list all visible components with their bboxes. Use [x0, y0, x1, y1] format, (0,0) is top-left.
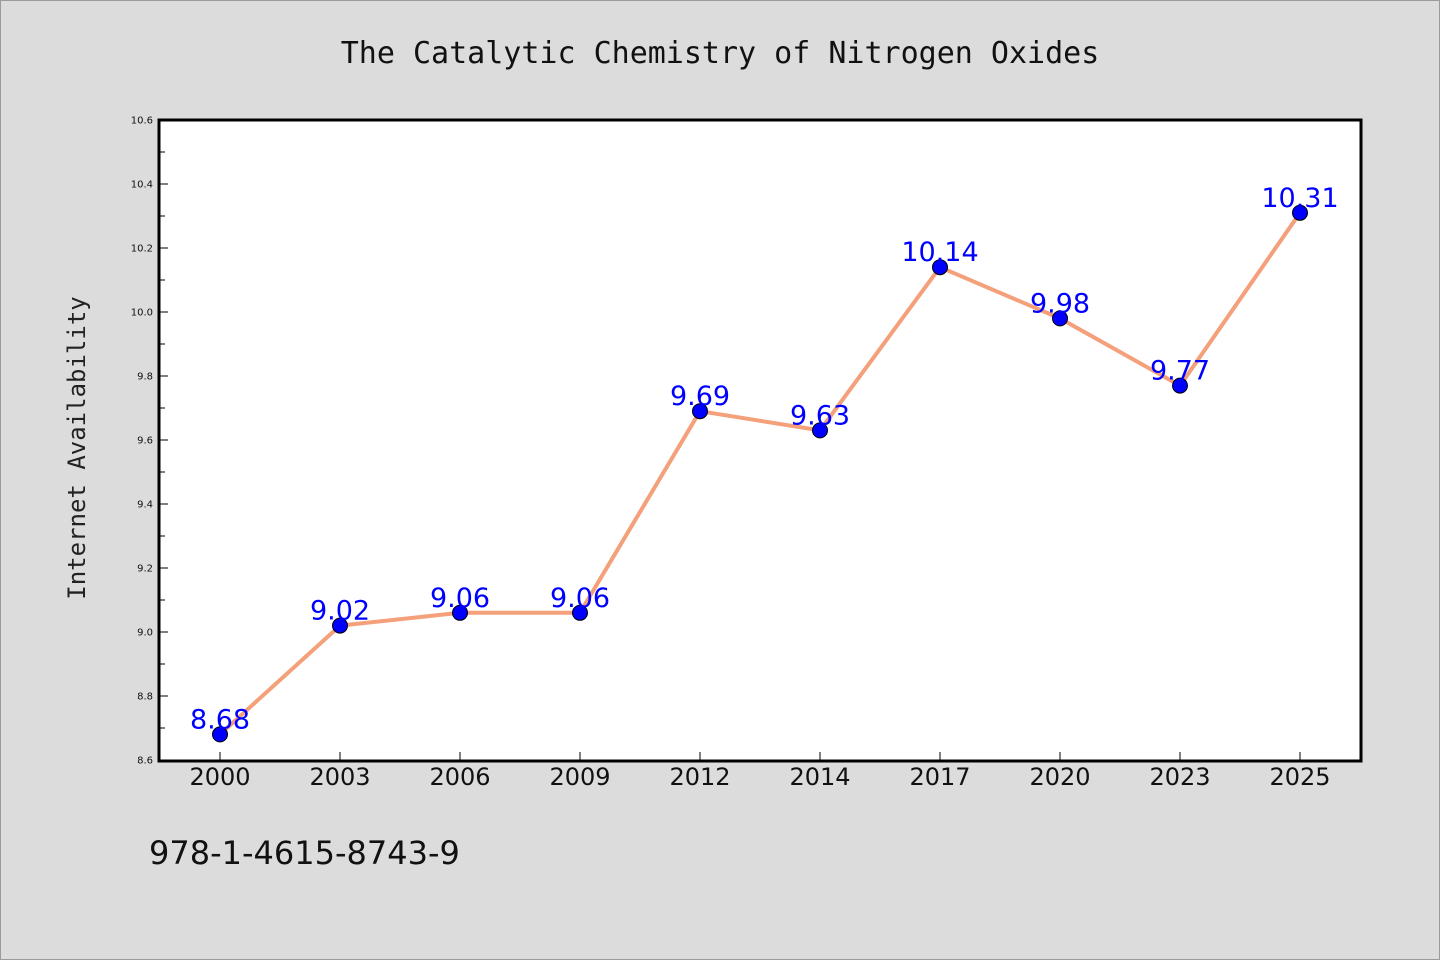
data-labels-layer: 8.68 9.02 9.06 9.06 9.69 9.63 10.14 9.98 9.77 10.… [190, 183, 1339, 736]
x-tick-label: 2025 [1269, 763, 1330, 791]
y-axis: 8.6 8.8 9.0 9.2 9.4 9.6 9.8 10.0 10.2 10.4 10.6 [131, 116, 168, 767]
data-point [332, 617, 348, 634]
y-tick-label: 9.2 [137, 564, 153, 575]
y-tick-label: 10.2 [131, 244, 153, 255]
y-tick-label: 9.0 [137, 628, 153, 639]
x-tick-label: 2009 [549, 763, 610, 791]
series-line [218, 210, 1302, 737]
x-tick-label: 2017 [909, 763, 970, 791]
chart-title: The Catalytic Chemistry of Nitrogen Oxid… [341, 36, 1100, 71]
x-tick-label: 2003 [309, 763, 370, 791]
y-axis-label: Internet Availability [63, 296, 91, 599]
y-tick-label: 8.8 [137, 692, 153, 703]
y-tick-label: 9.8 [137, 372, 153, 383]
plot-area [157, 118, 1363, 763]
isbn-text: 978-1-4615-8743-9 [149, 834, 460, 872]
data-label: 9.77 [1150, 356, 1210, 387]
data-label: 10.14 [901, 237, 978, 268]
series-layer [212, 204, 1308, 743]
data-point [1292, 204, 1308, 221]
data-point [572, 604, 588, 621]
x-tick-label: 2023 [1149, 763, 1210, 791]
y-tick-label: 10.0 [131, 308, 153, 319]
y-tick-label: 10.6 [131, 116, 153, 127]
data-label: 9.02 [310, 596, 370, 627]
data-point [692, 403, 708, 420]
data-label: 8.68 [190, 704, 250, 735]
data-point [1052, 310, 1068, 327]
data-label: 9.98 [1030, 288, 1090, 319]
x-tick-label: 2014 [789, 763, 850, 791]
x-tick-label: 2012 [669, 763, 730, 791]
y-tick-label: 9.4 [137, 500, 153, 511]
data-label: 9.06 [550, 583, 610, 614]
data-label: 9.06 [430, 583, 490, 614]
y-tick-label: 8.6 [137, 756, 153, 767]
x-tick-label: 2000 [189, 763, 250, 791]
data-label: 10.31 [1261, 183, 1338, 214]
y-tick-label: 9.6 [137, 436, 153, 447]
data-point [452, 604, 468, 621]
y-tick-label: 10.4 [131, 180, 153, 191]
data-point [812, 422, 828, 439]
data-point [1172, 377, 1188, 394]
x-tick-label: 2020 [1029, 763, 1090, 791]
x-axis: 2000 2003 2006 2009 2012 2014 2017 2020 2023 2025 [189, 752, 1331, 791]
data-label: 9.69 [670, 381, 730, 412]
data-point [932, 259, 948, 276]
data-point [212, 726, 228, 743]
data-label: 9.63 [790, 400, 850, 431]
x-tick-label: 2006 [429, 763, 490, 791]
